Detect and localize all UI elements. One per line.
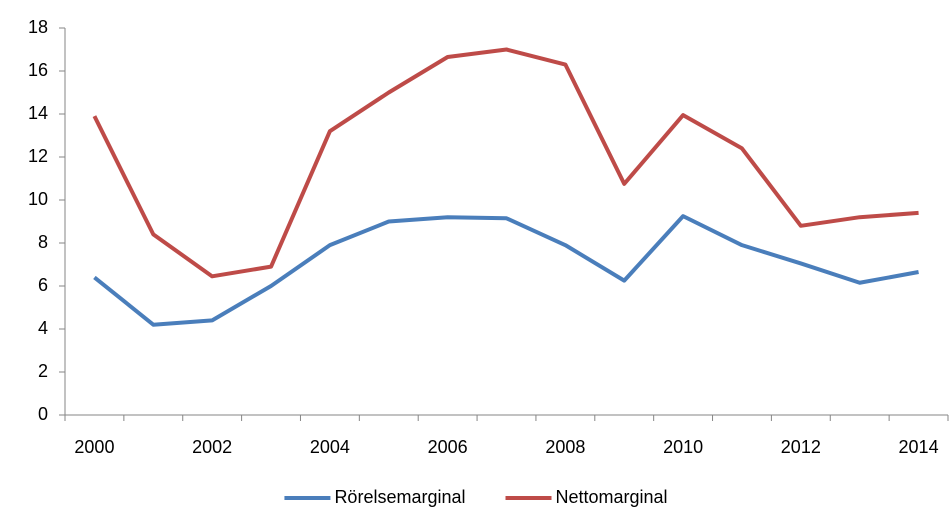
legend-label: Rörelsemarginal xyxy=(334,487,465,507)
y-tick-label: 0 xyxy=(38,404,48,424)
series-line xyxy=(93,214,919,327)
x-tick-label: 2014 xyxy=(899,437,939,457)
x-tick-label: 2004 xyxy=(310,437,350,457)
y-tick-label: 14 xyxy=(28,103,48,123)
x-tick-label: 2010 xyxy=(663,437,703,457)
y-tick-label: 2 xyxy=(38,361,48,381)
y-tick-label: 12 xyxy=(28,146,48,166)
y-tick-label: 4 xyxy=(38,318,48,338)
x-tick-label: 2000 xyxy=(74,437,114,457)
x-tick-label: 2008 xyxy=(545,437,585,457)
x-tick-label: 2002 xyxy=(192,437,232,457)
y-tick-label: 16 xyxy=(28,60,48,80)
y-tick-label: 6 xyxy=(38,275,48,295)
legend-label: Nettomarginal xyxy=(556,487,668,507)
y-tick-label: 18 xyxy=(28,17,48,37)
y-tick-label: 8 xyxy=(38,232,48,252)
series-line xyxy=(92,47,919,279)
y-tick-label: 10 xyxy=(28,189,48,209)
x-tick-label: 2012 xyxy=(781,437,821,457)
x-tick-label: 2006 xyxy=(428,437,468,457)
